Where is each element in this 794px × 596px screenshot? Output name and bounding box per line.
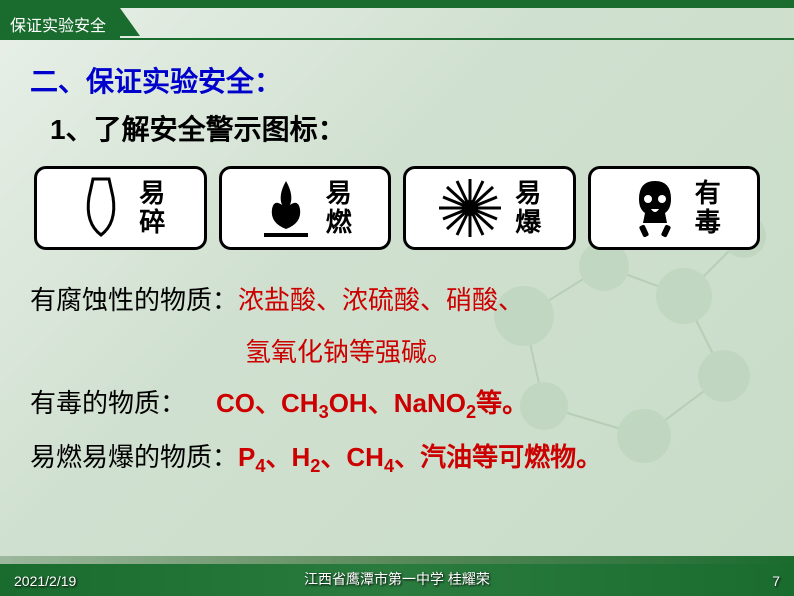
toxic-icon bbox=[625, 175, 685, 241]
header-tab-text: 保证实验安全 bbox=[10, 18, 106, 35]
hazard-toxic: 有毒 bbox=[588, 166, 761, 250]
slide-content: 二、保证实验安全： 1、了解安全警示图标： 易碎 易燃 bbox=[0, 40, 794, 481]
hazard-flammable-label: 易燃 bbox=[324, 179, 354, 236]
top-accent-bar bbox=[0, 0, 794, 8]
flammable-label: 易燃易爆的物质： bbox=[30, 437, 238, 481]
corrosive-line: 有腐蚀性的物质： 浓盐酸、浓硫酸、硝酸、 bbox=[30, 280, 764, 322]
hazard-icons-row: 易碎 易燃 bbox=[30, 166, 764, 250]
corrosive-value: 浓盐酸、浓硫酸、硝酸、 bbox=[238, 280, 524, 322]
toxic-value: CO、CH3OH、NaNO2等。 bbox=[216, 383, 528, 427]
flammable-line: 易燃易爆的物质： P4、H2、CH4、汽油等可燃物。 bbox=[30, 437, 764, 481]
toxic-label: 有毒的物质： bbox=[30, 383, 186, 427]
header-tab: 保证实验安全 bbox=[0, 8, 120, 40]
flammable-icon bbox=[256, 175, 316, 241]
section-title: 二、保证实验安全： bbox=[30, 60, 764, 100]
hazard-toxic-label: 有毒 bbox=[693, 179, 723, 236]
hazard-fragile: 易碎 bbox=[34, 166, 207, 250]
toxic-line: 有毒的物质： CO、CH3OH、NaNO2等。 bbox=[30, 383, 764, 427]
corrosive-label: 有腐蚀性的物质： bbox=[30, 280, 238, 322]
hazard-flammable: 易燃 bbox=[219, 166, 392, 250]
corrosive-value-cont: 氢氧化钠等强碱。 bbox=[245, 332, 764, 369]
footer-accent-bar bbox=[0, 556, 794, 564]
flammable-value: P4、H2、CH4、汽油等可燃物。 bbox=[238, 437, 602, 481]
explosive-icon bbox=[435, 175, 505, 241]
hazard-fragile-label: 易碎 bbox=[137, 179, 167, 236]
fragile-icon bbox=[73, 175, 129, 241]
footer-page: 7 bbox=[772, 573, 780, 589]
footer-center: 江西省鹰潭市第一中学 桂耀荣 bbox=[0, 569, 794, 589]
footer: 2021/2/19 江西省鹰潭市第一中学 桂耀荣 7 bbox=[0, 564, 794, 596]
sub-title: 1、了解安全警示图标： bbox=[50, 108, 764, 148]
hazard-explosive-label: 易爆 bbox=[513, 179, 543, 236]
hazard-explosive: 易爆 bbox=[403, 166, 576, 250]
